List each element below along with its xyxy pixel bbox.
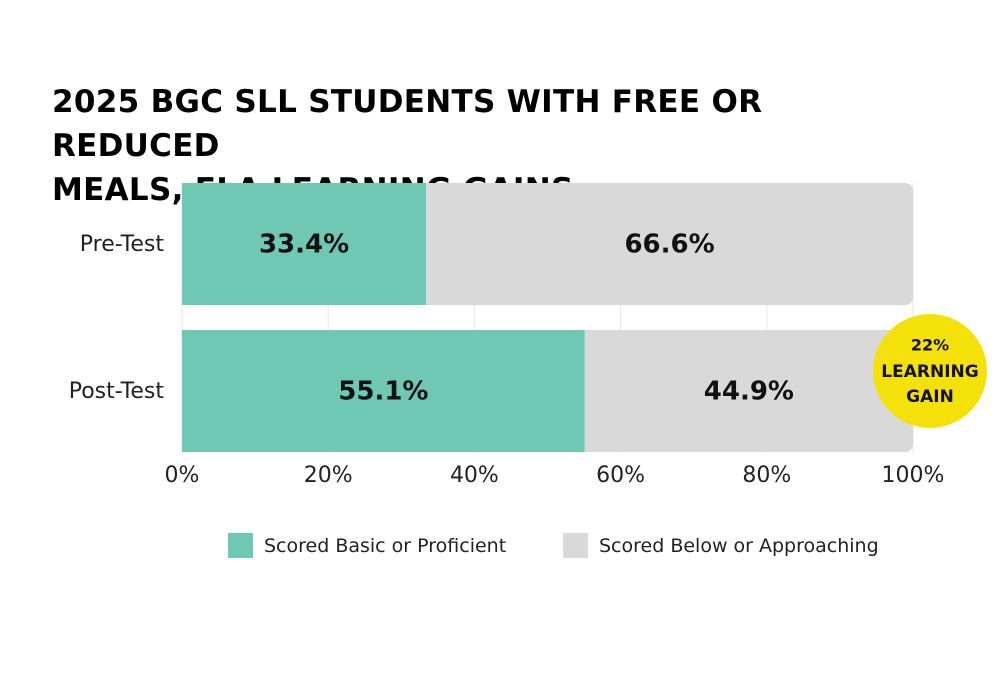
- legend-label-below-approaching: Scored Below or Approaching: [599, 534, 879, 557]
- data-label-pre-test-1: 66.6%: [624, 230, 714, 260]
- chart-title-line-1: 2025 BGC SLL STUDENTS WITH FREE OR REDUC…: [52, 84, 763, 164]
- bar-post-test-1: [584, 330, 913, 452]
- learning-gain-text-1: LEARNING: [881, 362, 978, 382]
- legend-label-basic-proficient: Scored Basic or Proficient: [264, 534, 507, 557]
- category-label-pre-test: Pre-Test: [80, 232, 165, 257]
- learning-gain-text-2: GAIN: [906, 387, 954, 407]
- learning-gain-text-0: 22%: [911, 336, 949, 355]
- learning-gain-badge: [873, 314, 987, 428]
- data-label-post-test-1: 44.9%: [704, 377, 794, 407]
- x-tick-label-1: 20%: [304, 463, 353, 488]
- x-tick-label-5: 100%: [882, 463, 945, 488]
- legend: Scored Basic or Proficient Scored Below …: [0, 533, 1000, 563]
- category-label-post-test: Post-Test: [69, 379, 165, 404]
- legend-item-basic-proficient: Scored Basic or Proficient: [228, 533, 506, 558]
- legend-swatch-basic-proficient: [228, 533, 253, 558]
- x-tick-label-4: 80%: [742, 463, 791, 488]
- bar-pre-test-1: [426, 183, 913, 305]
- legend-swatch-below-approaching: [563, 533, 588, 558]
- x-tick-label-2: 40%: [450, 463, 499, 488]
- bar-post-test-0: [182, 330, 585, 452]
- bar-pre-test-0: [182, 183, 427, 305]
- data-label-pre-test-0: 33.4%: [259, 230, 349, 260]
- legend-item-below-approaching: Scored Below or Approaching: [563, 533, 879, 558]
- x-tick-label-0: 0%: [165, 463, 200, 488]
- data-label-post-test-0: 55.1%: [338, 377, 428, 407]
- x-tick-label-3: 60%: [596, 463, 645, 488]
